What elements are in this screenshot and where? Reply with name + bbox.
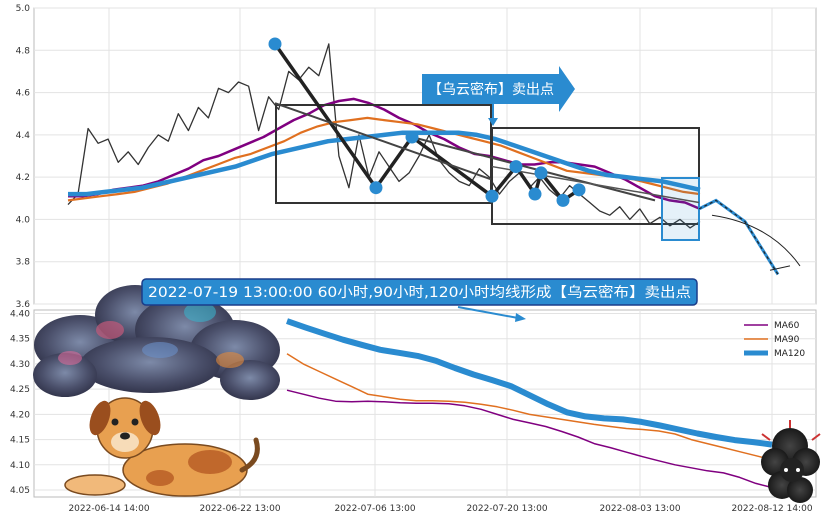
smoke-illustration [761,420,821,503]
description-text: 2022-07-19 13:00:00 60小时,90小时,120小时均线形成【… [148,284,691,301]
bottom-y-tick-label: 4.25 [10,385,30,395]
banner-label: 【乌云密布】卖出点 [428,81,554,98]
top-series-lines [67,43,701,229]
banner-pointer-head [488,118,498,126]
sell-signal-banner: 【乌云密布】卖出点 [422,66,575,126]
bottom-series-line-ma120 [286,318,773,448]
projection-tick [769,265,791,271]
bottom-x-ticks: 2022-06-14 14:00 2022-06-22 13:00 2022-07-… [68,504,812,514]
bottom-y-tick-label: 4.40 [10,310,30,320]
bottom-series-lines [286,318,773,489]
bottom-x-tick-label: 2022-07-06 13:00 [334,504,415,514]
trend-line [274,102,492,181]
top-y-tick-label: 4.4 [16,131,31,141]
pattern-point [528,187,542,201]
legend-label-ma60: MA60 [774,321,800,331]
storm-cloud-illustration [33,285,280,400]
top-series-line-1 [68,97,701,211]
legend: MA60 MA90 MA120 [744,321,805,359]
banner-arrow-shape [422,66,575,112]
pattern-point [556,193,570,207]
pattern-point [534,166,548,180]
bottom-grid [34,310,816,497]
bottom-x-tick-label: 2022-08-03 13:00 [599,504,680,514]
trend-line [411,136,656,202]
top-y-tick-label: 4.2 [16,173,30,183]
trend-line [491,165,700,204]
legend-label-ma120: MA120 [774,349,805,359]
projection-path [698,198,801,276]
description-box [141,278,698,306]
bottom-y-tick-label: 4.15 [10,436,30,446]
legend-label-ma90: MA90 [774,335,800,345]
pattern-box-2 [491,127,700,225]
bottom-x-tick-label: 2022-06-22 13:00 [199,504,280,514]
highlight-box [661,177,700,241]
pattern-point [369,181,383,195]
top-series-line-3 [68,130,701,197]
bottom-y-tick-label: 4.05 [10,486,30,496]
projection-curve [711,214,801,267]
bottom-y-tick-label: 4.30 [10,360,30,370]
zigzag-pattern [268,37,700,207]
pattern-point [485,189,499,203]
top-y-tick-label: 5.0 [16,4,31,14]
top-y-tick-label: 3.6 [16,300,31,310]
top-series-line-0 [67,43,701,229]
description-arrow-head [515,313,526,322]
bottom-y-tick-label: 4.20 [10,410,30,420]
pattern-point [509,160,523,174]
bottom-y-tick-label: 4.35 [10,335,30,345]
bottom-y-ticks: 4.05 4.10 4.15 4.20 4.25 4.30 4.35 4.40 [10,310,30,497]
description-arrow-line [457,306,519,319]
bottom-series-line-ma90 [286,353,773,461]
top-y-tick-label: 4.6 [16,89,31,99]
bottom-x-tick-label: 2022-07-20 13:00 [466,504,547,514]
top-y-tick-label: 4.8 [16,46,31,56]
projection-dash [698,199,779,275]
bottom-y-tick-label: 4.10 [10,461,30,471]
dog-illustration [64,397,260,497]
bottom-x-tick-label: 2022-08-12 14:00 [731,504,812,514]
bottom-x-tick-label: 2022-06-14 14:00 [68,504,149,514]
top-price-panel: 3.6 3.8 4.0 4.2 4.4 4.6 4.8 5.0 【乌云密布】卖出点 [16,4,817,310]
bottom-series-line-ma60 [286,389,773,489]
top-y-tick-label: 4.0 [16,215,31,225]
top-y-tick-label: 3.8 [16,258,31,268]
pattern-point [572,183,586,197]
pattern-point [268,37,282,51]
pattern-point [405,130,419,144]
top-y-ticks: 3.6 3.8 4.0 4.2 4.4 4.6 4.8 5.0 [16,4,31,310]
signal-description-banner: 2022-07-19 13:00:00 60小时,90小时,120小时均线形成【… [141,278,698,322]
